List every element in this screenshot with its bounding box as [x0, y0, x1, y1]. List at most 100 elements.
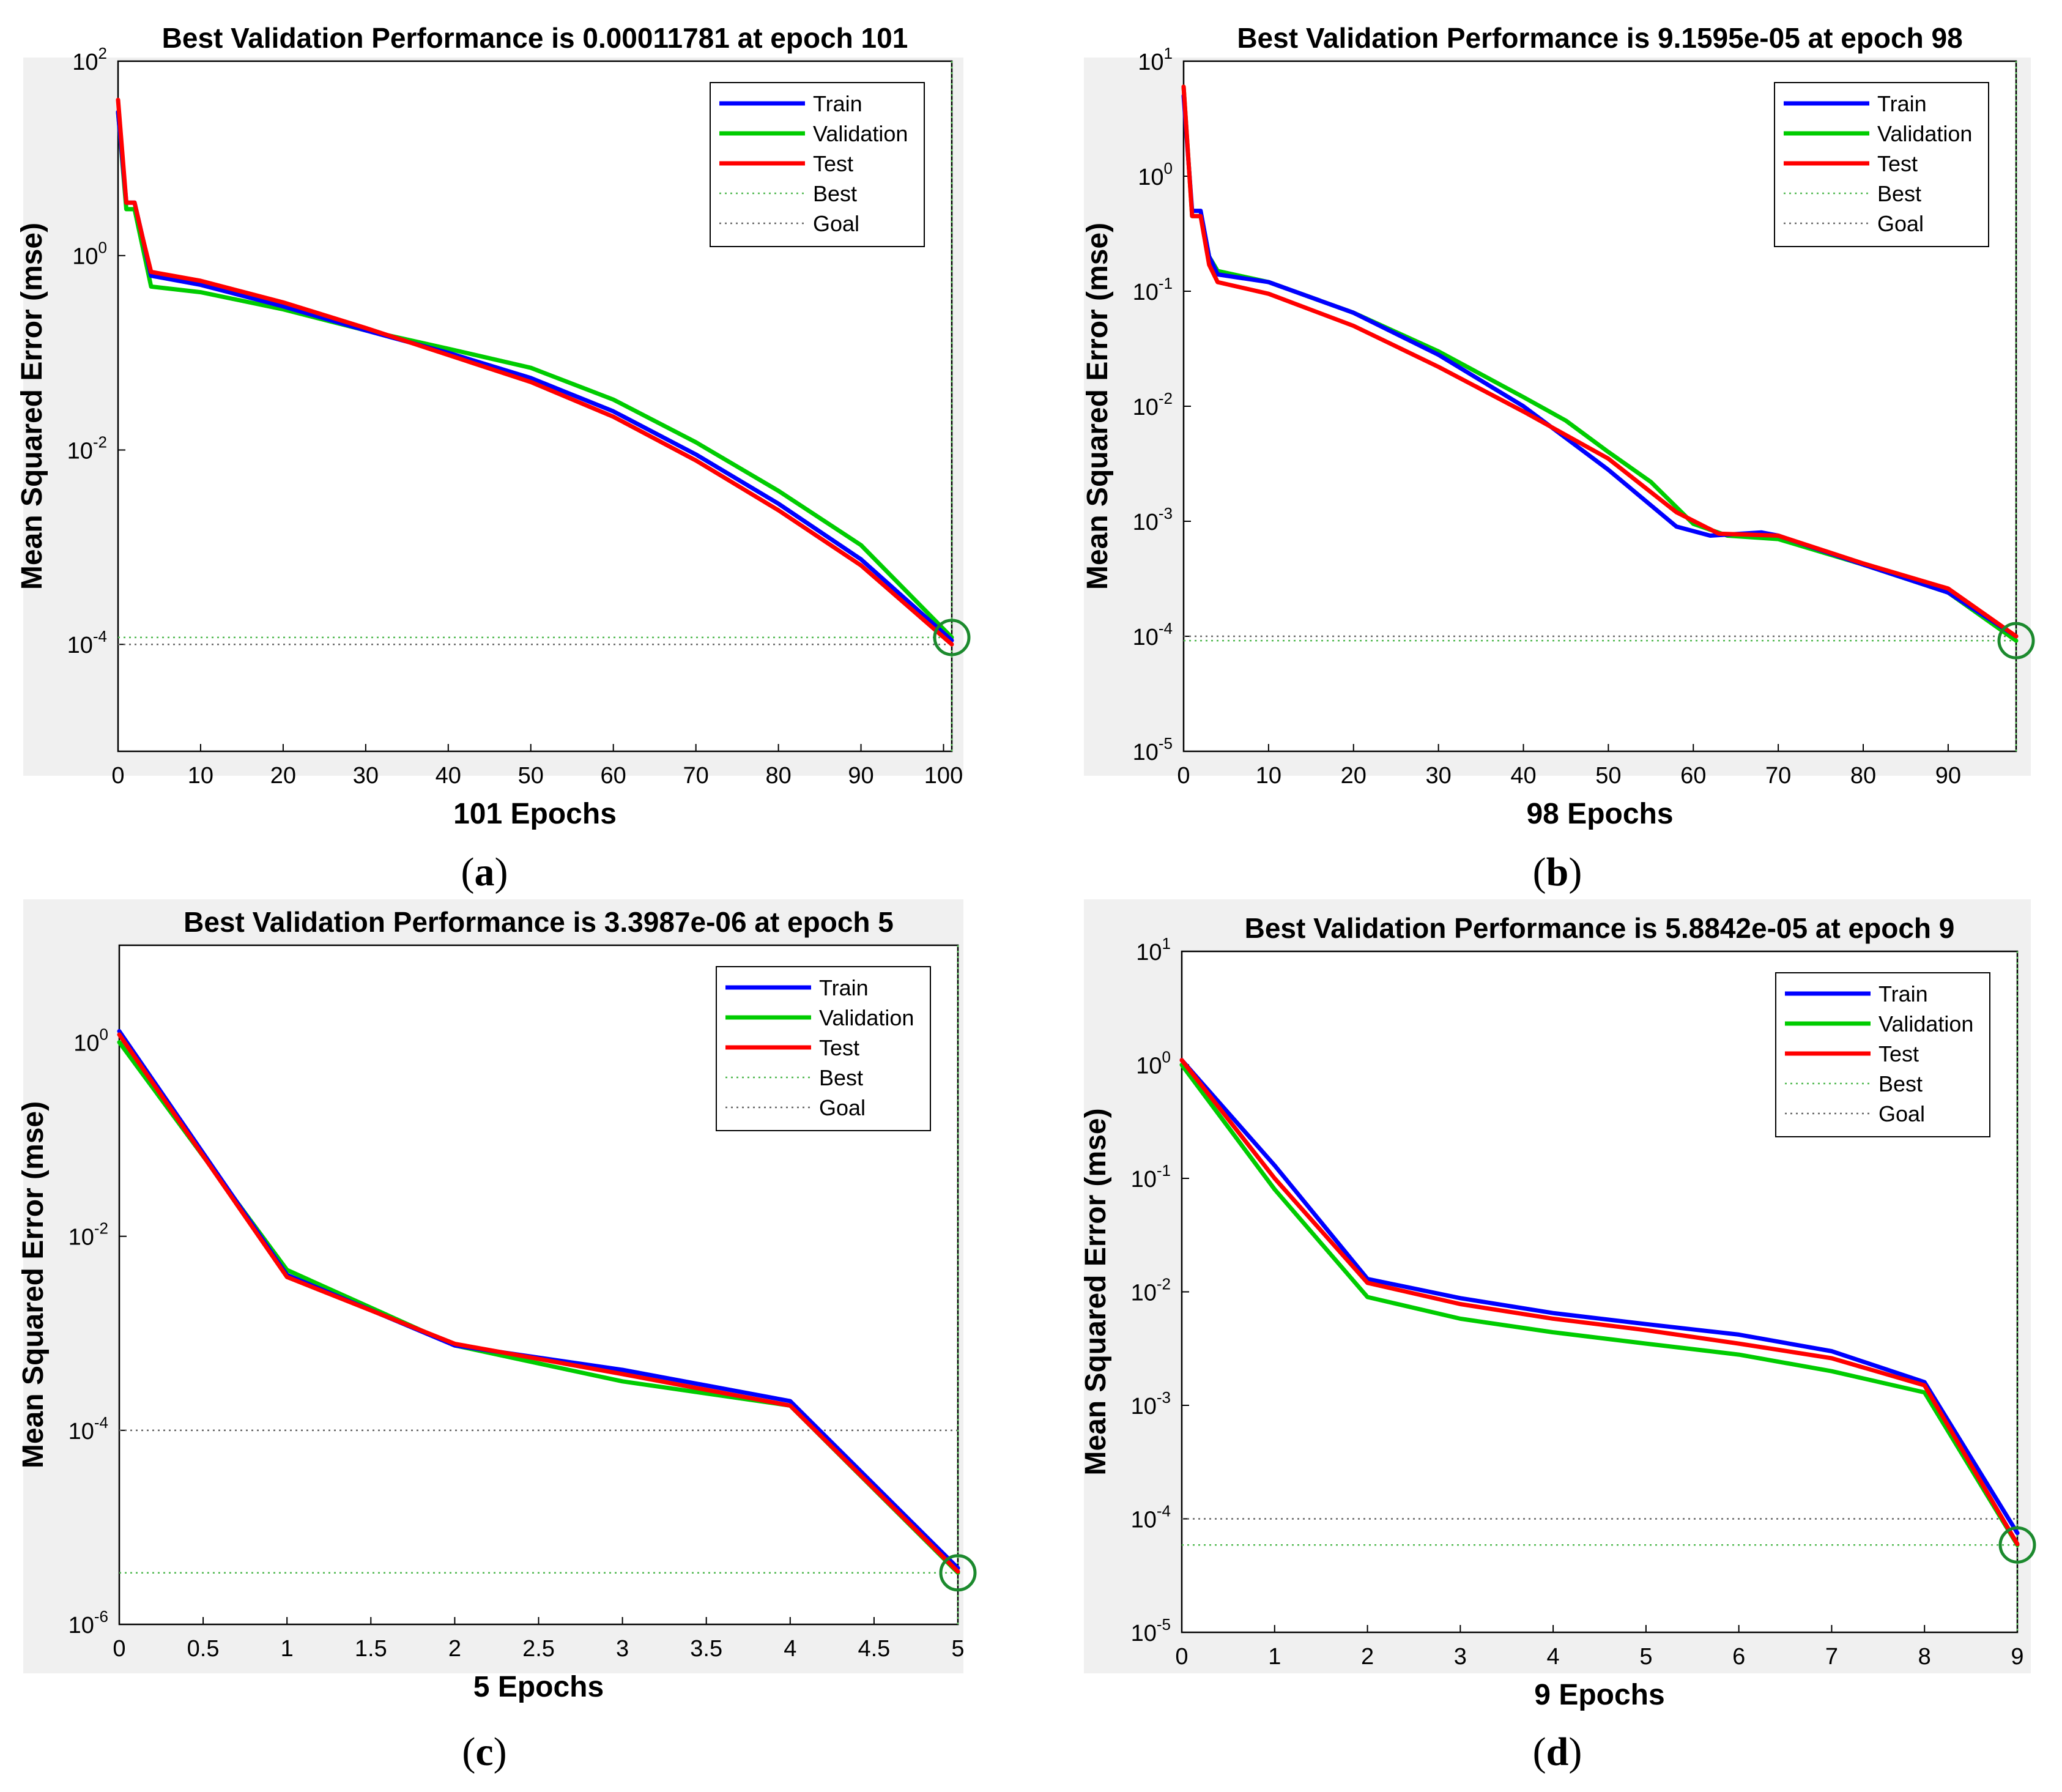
- chart-panel-a: Best Validation Performance is 0.0001178…: [16, 22, 971, 894]
- legend-label-validation: Validation: [1878, 1011, 1973, 1036]
- panel-caption: (c): [462, 1730, 506, 1774]
- x-tick-label: 90: [1935, 763, 1961, 789]
- y-axis-label: Mean Squared Error (mse): [1081, 223, 1114, 590]
- x-tick-label: 7: [1825, 1644, 1838, 1670]
- legend-label-best: Best: [819, 1065, 863, 1090]
- x-tick-label: 10: [1256, 763, 1281, 789]
- x-tick-label: 40: [1510, 763, 1536, 789]
- y-tick-label: 10-3: [1131, 1388, 1171, 1419]
- x-tick-label: 9: [2011, 1644, 2023, 1670]
- x-tick-label: 30: [1425, 763, 1451, 789]
- x-tick-label: 0: [113, 1636, 125, 1662]
- x-tick-label: 60: [1680, 763, 1706, 789]
- legend-label-goal: Goal: [813, 211, 859, 236]
- legend-label-validation: Validation: [819, 1005, 914, 1030]
- y-tick-label: 10-4: [67, 627, 107, 658]
- x-tick-label: 0: [111, 763, 124, 789]
- y-tick-label: 10-1: [1133, 274, 1173, 305]
- x-tick-label: 2.5: [522, 1636, 555, 1662]
- y-axis-label: Mean Squared Error (mse): [17, 1101, 50, 1468]
- x-tick-label: 2: [1361, 1644, 1374, 1670]
- x-axis-label: 98 Epochs: [1526, 798, 1673, 830]
- x-tick-label: 1: [281, 1636, 294, 1662]
- x-tick-label: 90: [848, 763, 873, 789]
- y-tick-label: 10-4: [1131, 1502, 1171, 1533]
- x-tick-label: 4: [784, 1636, 796, 1662]
- y-tick-label: 102: [72, 44, 107, 75]
- x-tick-label: 3: [1454, 1644, 1467, 1670]
- chart-title: Best Validation Performance is 3.3987e-0…: [184, 906, 894, 938]
- legend-label-test: Test: [1877, 151, 1918, 176]
- x-tick-label: 70: [1765, 763, 1791, 789]
- x-axis-label: 101 Epochs: [453, 798, 617, 830]
- x-axis-label: 9 Epochs: [1534, 1679, 1664, 1711]
- x-tick-label: 5: [951, 1636, 964, 1662]
- x-tick-label: 70: [683, 763, 709, 789]
- y-tick-label: 10-2: [1131, 1275, 1171, 1306]
- y-tick-label: 10-5: [1131, 1615, 1171, 1646]
- legend-label-train: Train: [1877, 91, 1927, 116]
- series-line-test: [116, 97, 954, 647]
- x-tick-label: 1.5: [355, 1636, 387, 1662]
- panel-caption: (d): [1533, 1730, 1582, 1774]
- x-tick-label: 4.5: [858, 1636, 890, 1662]
- x-tick-label: 3.5: [690, 1636, 722, 1662]
- x-tick-label: 0: [1175, 1644, 1188, 1670]
- y-tick-label: 101: [1136, 934, 1171, 965]
- y-tick-label: 100: [1138, 159, 1173, 190]
- y-tick-label: 10-2: [69, 1219, 108, 1251]
- x-tick-label: 0: [1177, 763, 1190, 789]
- x-tick-label: 3: [616, 1636, 629, 1662]
- y-tick-label: 10-3: [1133, 504, 1173, 535]
- legend-label-validation: Validation: [813, 121, 908, 146]
- x-tick-label: 4: [1547, 1644, 1560, 1670]
- legend-label-validation: Validation: [1877, 121, 1972, 146]
- series-line-train: [1179, 1058, 2020, 1536]
- chart-panel-b: Best Validation Performance is 9.1595e-0…: [1081, 22, 2035, 894]
- legend-label-goal: Goal: [819, 1095, 866, 1120]
- best-epoch-marker: [1998, 1526, 2036, 1564]
- legend-label-train: Train: [1878, 981, 1928, 1006]
- x-tick-label: 80: [765, 763, 791, 789]
- best-epoch-marker: [939, 1554, 977, 1592]
- x-tick-label: 30: [353, 763, 379, 789]
- y-tick-label: 10-2: [67, 433, 107, 464]
- y-tick-label: 10-4: [1133, 619, 1173, 650]
- x-tick-label: 50: [518, 763, 544, 789]
- y-tick-label: 101: [1138, 44, 1173, 75]
- panel-caption: (b): [1533, 850, 1582, 894]
- chart-title: Best Validation Performance is 5.8842e-0…: [1245, 912, 1955, 944]
- series-line-test: [1181, 84, 2019, 639]
- y-tick-label: 10-6: [69, 1607, 108, 1638]
- chart-panel-c: Best Validation Performance is 3.3987e-0…: [17, 899, 977, 1774]
- y-tick-label: 100: [73, 1025, 108, 1057]
- x-tick-label: 6: [1732, 1644, 1745, 1670]
- chart-panel-d: Best Validation Performance is 5.8842e-0…: [1080, 899, 2036, 1774]
- y-tick-label: 100: [1136, 1048, 1171, 1079]
- legend-label-best: Best: [813, 181, 857, 206]
- x-tick-label: 80: [1850, 763, 1876, 789]
- legend-label-goal: Goal: [1877, 211, 1924, 236]
- y-tick-label: 10-4: [69, 1413, 108, 1444]
- x-tick-label: 8: [1918, 1644, 1931, 1670]
- y-tick-label: 10-5: [1133, 734, 1173, 765]
- x-tick-label: 100: [924, 763, 963, 789]
- y-axis-label: Mean Squared Error (mse): [16, 223, 48, 590]
- legend-label-test: Test: [819, 1035, 859, 1060]
- y-tick-label: 100: [72, 239, 107, 270]
- legend-label-test: Test: [813, 151, 853, 176]
- legend-label-best: Best: [1877, 181, 1921, 206]
- y-axis-label: Mean Squared Error (mse): [1080, 1108, 1112, 1475]
- legend-label-best: Best: [1878, 1071, 1923, 1096]
- x-tick-label: 0.5: [187, 1636, 220, 1662]
- x-axis-label: 5 Epochs: [473, 1671, 604, 1703]
- y-tick-label: 10-1: [1131, 1161, 1171, 1192]
- x-tick-label: 20: [270, 763, 296, 789]
- legend-label-train: Train: [813, 91, 862, 116]
- x-tick-label: 1: [1268, 1644, 1281, 1670]
- x-tick-label: 20: [1341, 763, 1367, 789]
- series-line-validation: [1179, 1063, 2020, 1547]
- x-tick-label: 10: [188, 763, 213, 789]
- legend-label-train: Train: [819, 975, 869, 1000]
